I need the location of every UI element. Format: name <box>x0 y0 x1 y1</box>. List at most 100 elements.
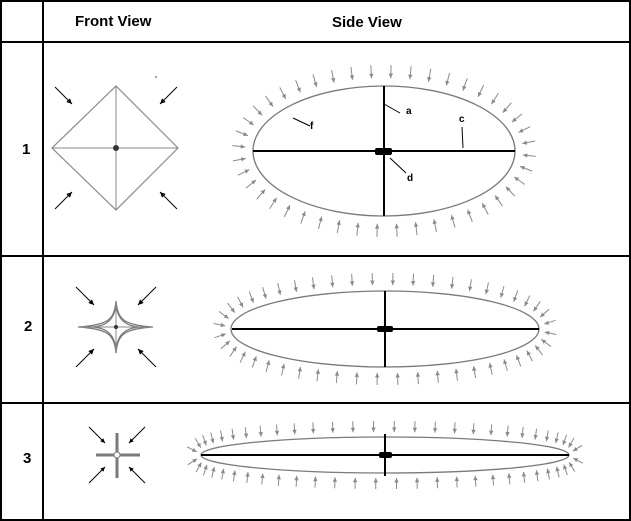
leader-c <box>461 126 464 149</box>
side-3-arrow-icon <box>489 424 494 436</box>
part-label-d: d <box>407 173 414 184</box>
side-2-arrow-icon <box>248 291 254 303</box>
side-1-arrow-icon <box>445 72 451 86</box>
side-1-arrow-icon <box>265 95 274 107</box>
part-label-a: a <box>406 106 412 117</box>
side-1-arrow-icon <box>450 214 456 228</box>
side-2-arrow-icon <box>503 359 508 372</box>
side-2-arrow-icon <box>214 333 226 339</box>
side-1-arrow-icon <box>505 186 516 197</box>
side-2-arrow-icon <box>539 308 550 318</box>
side-1-arrow-icon <box>494 195 503 207</box>
side-3-arrow-icon <box>186 446 198 453</box>
side-1-arrow-icon <box>242 117 255 126</box>
side-2-arrow-icon <box>349 273 355 286</box>
side-3-arrow-icon <box>220 468 226 480</box>
leader-a <box>383 103 401 114</box>
leader-d <box>389 157 407 174</box>
side-3-arrow-icon <box>568 461 576 472</box>
side-3-arrow-icon <box>534 470 540 482</box>
side-1-arrow-icon <box>477 84 485 98</box>
side-3-arrow-icon <box>554 432 559 444</box>
side-1-arrow-icon <box>511 113 523 123</box>
side-3-arrow-icon <box>294 475 299 487</box>
side-3-arrow-icon <box>202 464 208 476</box>
side-1-arrow-icon <box>413 222 419 236</box>
side-2-arrow-icon <box>435 370 440 383</box>
side-2-arrow-icon <box>411 273 416 286</box>
side-3-arrow-icon <box>471 423 476 435</box>
side-3-arrow-icon <box>187 458 198 466</box>
front-2-arrow-icon-2 <box>75 348 95 368</box>
side-3-arrow-icon <box>245 471 250 484</box>
side-2-arrow-icon <box>499 286 505 298</box>
side-1-arrow-icon <box>269 197 277 210</box>
side-2-arrow-icon <box>370 273 375 286</box>
side-2-arrow-icon <box>237 296 244 308</box>
side-3-arrow-icon <box>520 426 525 439</box>
front-3-arrow-icon-0 <box>88 426 106 444</box>
ellipse-2-center-block <box>377 326 393 332</box>
side-2-arrow-icon <box>227 302 236 313</box>
side-3-arrow-icon <box>392 421 397 433</box>
side-3-arrow-icon <box>313 476 318 488</box>
side-1-arrow-icon <box>519 165 533 172</box>
side-3-arrow-icon <box>202 434 207 446</box>
front-3-arrow-icon-2 <box>88 466 106 484</box>
side-2-arrow-icon <box>390 273 396 286</box>
side-2-arrow-icon <box>213 322 226 328</box>
side-2-arrow-icon <box>454 368 459 381</box>
side-2-arrow-icon <box>229 346 237 357</box>
side-1-arrow-icon <box>462 78 468 91</box>
front-1-arrow-icon-2 <box>54 191 73 210</box>
side-3-arrow-icon <box>507 473 512 485</box>
side-1-arrow-icon <box>432 219 437 233</box>
side-1-arrow-icon <box>252 105 263 116</box>
side-3-arrow-icon <box>572 444 583 452</box>
side-2-arrow-icon <box>516 355 522 367</box>
side-1-arrow-icon <box>502 102 512 113</box>
side-3-arrow-icon <box>350 421 356 433</box>
side-1-arrow-icon <box>283 204 291 218</box>
side-2-arrow-icon <box>218 311 229 319</box>
part-label-f: f <box>310 121 314 132</box>
side-3-arrow-icon <box>371 421 376 433</box>
side-1-arrow-icon <box>513 176 526 185</box>
side-2-arrow-icon <box>265 360 271 372</box>
side-2-arrow-icon <box>534 345 543 356</box>
star-center-dot <box>114 325 118 329</box>
side-1-arrow-icon <box>427 68 432 82</box>
side-2-arrow-icon <box>524 295 531 307</box>
side-3-arrow-icon <box>260 473 265 485</box>
side-1-arrow-icon <box>491 92 499 105</box>
front-3-arrow-icon-3 <box>128 466 146 484</box>
side-3-arrow-icon <box>546 468 551 480</box>
ellipse-1-center-block <box>375 148 392 155</box>
side-1-arrow-icon <box>300 211 306 224</box>
side-2-arrow-icon <box>472 366 477 379</box>
front-2-arrow-icon-1 <box>137 286 157 306</box>
side-1-arrow-icon <box>467 209 473 222</box>
front-view-1 <box>51 76 179 211</box>
side-2-arrow-icon <box>280 363 286 376</box>
side-3-arrow-icon <box>521 471 527 483</box>
side-3-arrow-icon <box>562 434 568 446</box>
side-1-arrow-icon <box>317 216 323 230</box>
side-1-arrow-icon <box>245 179 257 189</box>
side-3-arrow-icon <box>572 457 584 464</box>
front-2-arrow-icon-0 <box>75 286 95 306</box>
side-1-arrow-icon <box>522 153 536 158</box>
side-1-arrow-icon <box>331 69 336 83</box>
front-1-arrow-icon-3 <box>159 191 178 210</box>
side-1-arrow-icon <box>388 65 394 79</box>
row-label-1: 1 <box>22 141 31 158</box>
front-view-3 <box>96 433 140 478</box>
side-1-arrow-icon <box>235 130 249 137</box>
side-3-arrow-icon <box>563 464 568 476</box>
side-2-arrow-icon <box>374 372 380 385</box>
leader-f <box>292 117 311 127</box>
side-2-arrow-icon <box>513 290 519 302</box>
side-2-arrow-icon <box>450 276 455 289</box>
side-1-arrow-icon <box>349 66 355 80</box>
side-view-header: Side View <box>332 14 402 31</box>
